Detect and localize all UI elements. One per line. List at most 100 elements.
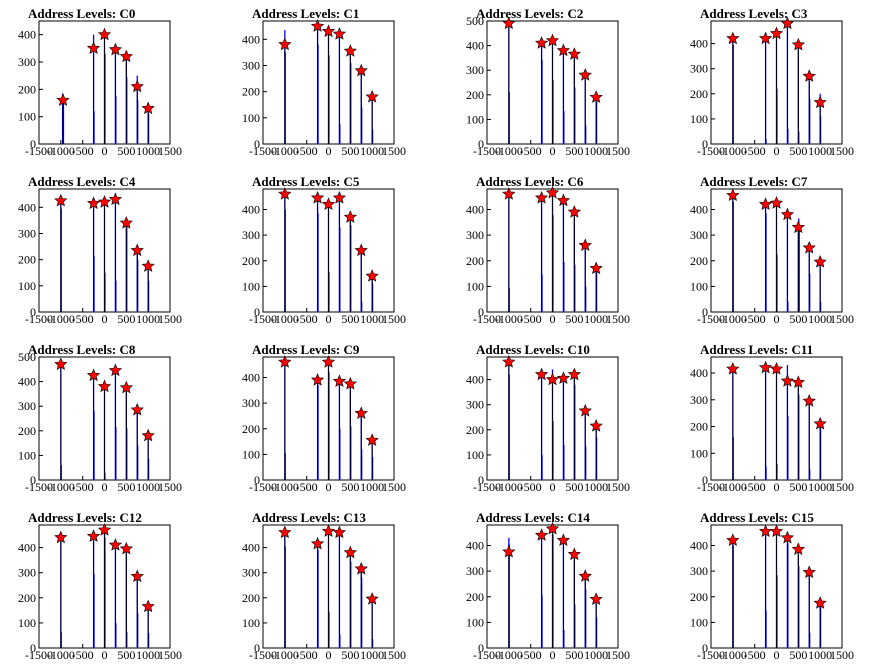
y-tick-label: 300	[18, 55, 36, 69]
y-tick-label: 300	[18, 226, 36, 240]
y-tick-label: 400	[466, 539, 484, 553]
x-tick-label: -1000	[271, 648, 299, 662]
x-tick-label: -1500	[697, 648, 725, 662]
y-tick-label: 0	[30, 641, 36, 655]
data-point-star	[321, 24, 336, 38]
data-point-star	[119, 541, 133, 555]
x-tick-label: -1500	[249, 144, 277, 158]
data-point-star	[108, 363, 123, 377]
data-point-star	[343, 545, 357, 559]
data-point-star	[86, 41, 101, 54]
x-tick-label: -1500	[473, 312, 501, 326]
data-point-star	[802, 394, 816, 407]
chart-title: Address Levels: C14	[476, 510, 590, 525]
data-point-star	[321, 355, 336, 368]
y-tick-label: 200	[242, 85, 260, 99]
data-point-star	[556, 371, 571, 384]
chart-title: Address Levels: C2	[476, 6, 584, 21]
x-tick-label: 1000	[808, 312, 832, 326]
data-point-star	[545, 185, 560, 199]
x-tick-label: 1500	[606, 144, 630, 158]
x-tick-label: 1000	[360, 144, 384, 158]
x-tick-label: 1500	[830, 480, 854, 494]
y-tick-label: 0	[702, 641, 708, 655]
data-point-star	[343, 376, 357, 390]
x-tick-label: 500	[789, 312, 807, 326]
x-tick-label: -500	[296, 648, 318, 662]
data-point-star	[332, 525, 347, 539]
data-point-star	[769, 196, 784, 209]
data-point-star	[589, 261, 603, 275]
x-tick-label: -1500	[473, 480, 501, 494]
data-point-star	[578, 569, 592, 582]
y-tick-label: 200	[690, 590, 708, 604]
y-tick-label: 100	[690, 279, 708, 293]
data-point-star	[56, 93, 70, 106]
x-tick-label: -1000	[47, 144, 75, 158]
chart-panel: Address Levels: C15 0 100 200 300 400 -1500 -10…	[672, 504, 896, 672]
data-point-star	[97, 379, 112, 393]
x-tick-label: -1000	[719, 312, 747, 326]
data-point-star	[97, 195, 112, 208]
data-point-star	[332, 374, 347, 387]
data-point-star	[758, 31, 773, 45]
x-tick-label: 0	[550, 144, 556, 158]
x-tick-label: 1000	[584, 480, 608, 494]
x-tick-label: 1500	[158, 648, 182, 662]
data-point-star	[343, 44, 357, 57]
chart-panel: Address Levels: C4 0 100 200 300 400 -1500 -100…	[0, 168, 224, 336]
data-point-star	[813, 416, 827, 430]
y-tick-label: 400	[690, 366, 708, 380]
data-point-star	[813, 255, 827, 268]
x-tick-label: -500	[520, 144, 542, 158]
x-tick-label: 500	[117, 144, 135, 158]
x-tick-label: -1500	[697, 312, 725, 326]
x-tick-label: 500	[117, 648, 135, 662]
x-tick-label: -1000	[495, 312, 523, 326]
x-tick-label: 0	[774, 144, 780, 158]
x-tick-label: 1500	[382, 480, 406, 494]
data-point-star	[130, 243, 144, 257]
x-tick-label: 0	[326, 144, 332, 158]
y-tick-label: 400	[18, 375, 36, 389]
chart-title: Address Levels: C15	[700, 510, 814, 525]
data-point-star	[726, 188, 740, 202]
y-tick-label: 400	[466, 39, 484, 53]
data-point-star	[780, 530, 795, 544]
x-tick-label: -500	[744, 480, 766, 494]
data-point-star	[813, 95, 827, 109]
x-tick-label: 500	[565, 312, 583, 326]
x-tick-label: 1000	[360, 648, 384, 662]
x-tick-label: 1500	[830, 144, 854, 158]
x-tick-label: 1500	[158, 480, 182, 494]
y-tick-label: 100	[18, 279, 36, 293]
y-tick-label: 100	[690, 112, 708, 126]
chart-panel: Address Levels: C8 0 100 200 300 400 500 -1500-…	[0, 336, 224, 504]
x-tick-label: 0	[326, 312, 332, 326]
x-tick-label: 0	[102, 144, 108, 158]
x-tick-label: -500	[72, 312, 94, 326]
x-tick-label: -500	[296, 312, 318, 326]
chart-panel: Address Levels: C3 0 100 200 300 400 -1500 -100…	[672, 0, 896, 168]
data-point-star	[578, 403, 592, 417]
x-tick-label: 1500	[382, 312, 406, 326]
x-tick-label: 0	[326, 648, 332, 662]
data-point-star	[354, 243, 368, 257]
data-point-star	[86, 196, 101, 210]
data-point-star	[130, 402, 144, 416]
y-tick-label: 100	[466, 448, 484, 462]
x-tick-label: 0	[550, 312, 556, 326]
y-tick-label: 200	[242, 422, 260, 436]
data-point-star	[86, 368, 101, 382]
data-point-star	[758, 360, 773, 374]
x-tick-label: -1000	[47, 312, 75, 326]
y-tick-label: 100	[242, 447, 260, 461]
data-point-star	[556, 193, 571, 207]
x-tick-label: 500	[565, 480, 583, 494]
x-tick-label: 500	[341, 648, 359, 662]
